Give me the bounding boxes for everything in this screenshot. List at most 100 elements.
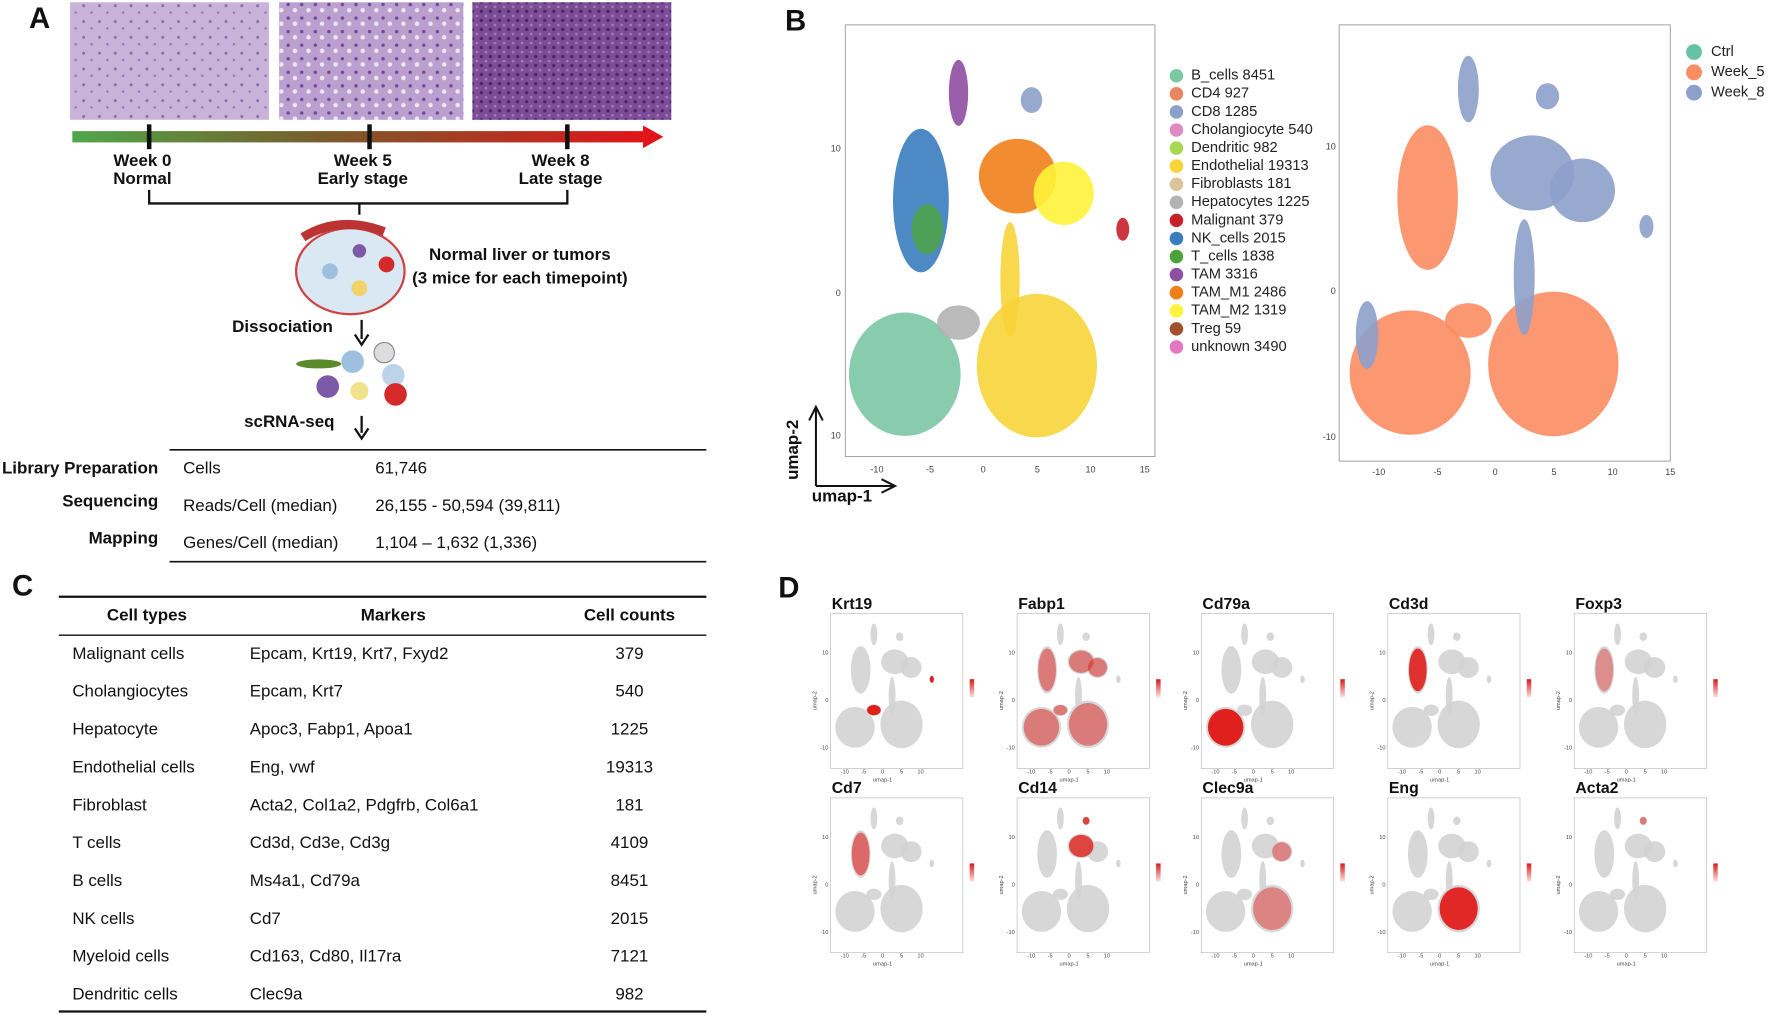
y-tick-label: -10 (1007, 746, 1015, 752)
plot-frame (1200, 613, 1334, 769)
cells-illustration (296, 341, 407, 406)
cell (341, 350, 364, 373)
timeline-bar (72, 131, 644, 143)
gene-title: Cd7 (832, 780, 862, 797)
x-tick-label: 10 (1474, 769, 1480, 775)
y-tick-label: 10 (822, 835, 828, 841)
row-heading: Sequencing (62, 491, 158, 510)
legend-swatch (1686, 84, 1702, 101)
feature-plot: Foxp3 -10 -5 0 5 10 10 0 -10 umap-1 umap-2 (1556, 596, 1718, 783)
row-heading: Library Preparation (2, 458, 158, 477)
x-tick-label: -10 (1372, 467, 1385, 477)
colorbar (1340, 863, 1345, 882)
legend-swatch (1169, 177, 1184, 192)
cell: Malignant cells (72, 644, 184, 663)
axis-label: umap-2 (1183, 875, 1189, 894)
x-tick-label: 10 (1661, 954, 1667, 960)
cell-cluster (1486, 859, 1492, 868)
x-tick-label: 5 (900, 954, 903, 960)
timeline-stage: Normal (113, 169, 171, 188)
x-tick-label: -10 (841, 769, 849, 775)
legend-label: Malignant 379 (1191, 212, 1283, 228)
legend-label: CD4 927 (1191, 86, 1249, 102)
cell-cluster (937, 305, 980, 340)
cell-cluster (1639, 632, 1648, 641)
cell-cluster (1644, 841, 1666, 863)
cell-cluster (1457, 657, 1479, 678)
cell: 181 (615, 795, 643, 814)
panel-a: A Normal liver or tumors (3 mice for eac… (2, 2, 707, 563)
y-tick-label: -10 (1564, 746, 1572, 752)
cell: 7121 (611, 947, 649, 966)
expression-region (851, 832, 870, 876)
cell-cluster (1349, 310, 1471, 435)
colorbar (1156, 863, 1161, 882)
cell: 2015 (611, 909, 649, 928)
cell-cluster (1549, 158, 1616, 223)
legend-swatch (1169, 304, 1184, 318)
axis-label: umap-2 (1369, 691, 1375, 710)
legend-label: Dendritic 982 (1191, 140, 1278, 156)
cell-cluster (929, 859, 935, 868)
y-tick-label: 10 (1009, 835, 1015, 841)
plot-frame (1200, 797, 1334, 954)
cell-cluster (880, 884, 923, 933)
legend-label: Week_5 (1711, 64, 1765, 80)
row-heading: Mapping (89, 529, 159, 548)
cell-cluster (1021, 891, 1062, 932)
x-tick-label: 10 (1608, 467, 1618, 477)
cell-cluster (1623, 884, 1667, 933)
cell-cluster (911, 204, 944, 255)
cell-cluster (1486, 675, 1492, 684)
y-tick-label: 0 (1569, 882, 1572, 888)
column-header: Markers (361, 605, 426, 624)
legend-swatch (1169, 105, 1184, 119)
cell: Acta2, Col1a2, Pdgfrb, Col6a1 (250, 795, 479, 814)
x-tick-label: 5 (900, 769, 903, 775)
cell-cluster (866, 888, 882, 901)
feature-plot: Cd79a -10 -5 0 5 10 10 0 -10 umap-1 umap-2 (1183, 596, 1345, 783)
cell: Hepatocyte (72, 720, 158, 739)
cell-cluster (1033, 161, 1094, 225)
cell: Epcam, Krt7 (250, 682, 343, 701)
x-tick-label: 0 (1068, 954, 1071, 960)
legend-label: Week_8 (1711, 85, 1765, 101)
cell: 8451 (611, 871, 649, 890)
cell-cluster (1427, 623, 1435, 646)
cell-cluster (880, 700, 923, 749)
legend-swatch (1169, 68, 1184, 83)
y-tick-label: 0 (836, 288, 841, 298)
y-tick-label: -10 (820, 930, 828, 936)
feature-plot: Clec9a -10 -5 0 5 10 10 0 -10 umap-1 umap-2 (1183, 780, 1345, 967)
cell-cluster (1513, 219, 1535, 335)
x-tick-label: 0 (1625, 954, 1628, 960)
histology-image (472, 2, 672, 120)
plot-frame (1387, 797, 1521, 954)
x-tick-label: -10 (1584, 769, 1592, 775)
x-tick-label: 5 (1086, 954, 1089, 960)
cell-cluster (895, 632, 904, 641)
gene-title: Cd3d (1389, 596, 1429, 613)
x-tick-label: 0 (1493, 467, 1498, 477)
gene-title: Foxp3 (1575, 596, 1622, 613)
x-tick-label: -5 (1418, 954, 1423, 960)
x-tick-label: 0 (1068, 769, 1071, 775)
expression-region (1595, 648, 1614, 692)
x-tick-label: 5 (1035, 465, 1040, 475)
cell-cluster (1082, 632, 1090, 641)
cell-cluster (1392, 706, 1432, 748)
x-tick-label: 10 (1661, 769, 1667, 775)
cell (350, 381, 369, 401)
feature-plot: Krt19 -10 -5 0 5 10 10 0 -10 umap-1 umap-2 (812, 596, 975, 783)
liver-illustration (294, 219, 406, 316)
cell-cluster (888, 676, 896, 715)
colorbar (1526, 863, 1532, 882)
x-tick-label: -5 (1605, 954, 1610, 960)
x-tick-label: -5 (1605, 769, 1610, 775)
axis-label: umap-2 (783, 420, 802, 480)
y-tick-label: 10 (1193, 835, 1199, 841)
expression-region (1082, 816, 1090, 825)
cell: 19313 (606, 757, 653, 776)
gene-title: Acta2 (1575, 780, 1618, 797)
